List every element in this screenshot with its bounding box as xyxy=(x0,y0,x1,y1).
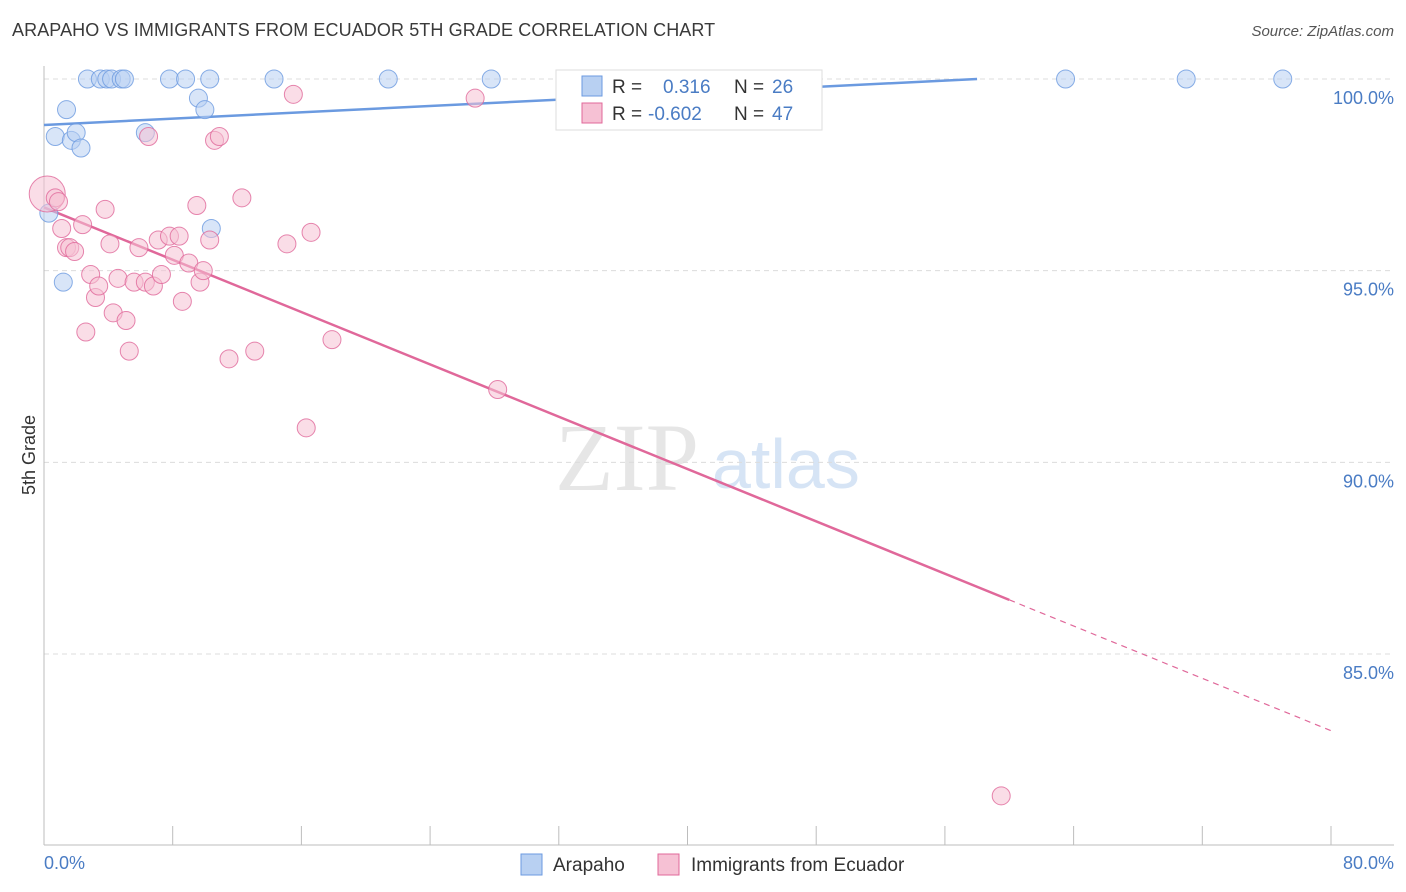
arapaho-point xyxy=(1056,69,1076,89)
y-tick-label: 95.0% xyxy=(1343,280,1394,300)
ecuador-point xyxy=(100,234,120,254)
ecuador-point xyxy=(283,84,303,104)
ecuador-point xyxy=(119,341,139,361)
ecuador-point xyxy=(193,261,213,281)
y-tick-label: 85.0% xyxy=(1343,663,1394,683)
ecuador-point xyxy=(322,330,342,350)
chart-source: Source: ZipAtlas.com xyxy=(1251,23,1394,40)
ecuador-point xyxy=(139,127,159,146)
watermark-zip: ZIP xyxy=(555,404,699,511)
arapaho-point xyxy=(176,69,196,89)
legend-r-label-arapaho: R = xyxy=(612,77,642,98)
ecuador-point xyxy=(296,418,316,438)
legend-swatch-arapaho xyxy=(581,75,603,97)
legend-n-value-arapaho: 26 xyxy=(772,77,793,98)
ecuador-point xyxy=(169,226,189,246)
ecuador-point xyxy=(301,222,321,242)
ecuador-point xyxy=(48,192,68,212)
ecuador-point xyxy=(52,219,72,238)
correlation-legend: R = 0.316 N = 26 R = -0.602 N = 47 xyxy=(555,69,823,131)
ecuador-point xyxy=(73,215,93,235)
ecuador-point xyxy=(129,238,149,258)
y-tick-label: 90.0% xyxy=(1343,471,1394,491)
gridlines xyxy=(44,78,1394,655)
legend-r-label-ecuador: R = xyxy=(612,104,642,125)
ecuador-point xyxy=(991,786,1011,806)
arapaho-point xyxy=(114,69,134,89)
legend-r-value-ecuador: -0.602 xyxy=(648,104,702,125)
ecuador-point xyxy=(76,322,96,342)
ecuador-point xyxy=(245,341,265,361)
ecuador-point xyxy=(209,127,229,146)
data-points xyxy=(28,69,1293,806)
chart-title: ARAPAHO VS IMMIGRANTS FROM ECUADOR 5TH G… xyxy=(12,20,716,40)
watermark-atlas: atlas xyxy=(712,425,860,503)
y-tick-labels: 85.0% 90.0% 95.0% 100.0% xyxy=(1333,88,1394,683)
arapaho-point xyxy=(481,69,501,89)
arapaho-point xyxy=(71,138,91,158)
ecuador-point xyxy=(200,230,220,250)
bottom-legend-label-ecuador: Immigrants from Ecuador xyxy=(691,855,905,876)
y-tick-label: 100.0% xyxy=(1333,88,1394,108)
ecuador-point xyxy=(89,276,109,296)
bottom-legend-swatch-ecuador xyxy=(657,853,680,876)
arapaho-point xyxy=(200,69,220,89)
arapaho-point xyxy=(378,69,398,89)
arapaho-point xyxy=(1273,69,1293,89)
series-legend: Arapaho Immigrants from Ecuador xyxy=(520,853,905,876)
arapaho-point xyxy=(57,100,77,120)
arapaho-point xyxy=(45,127,65,146)
ecuador-point xyxy=(219,349,239,369)
ecuador-point xyxy=(108,268,128,288)
axes xyxy=(43,66,1394,846)
trend-line-extension-ecuador xyxy=(1009,599,1332,732)
ecuador-point xyxy=(65,242,85,261)
arapaho-point xyxy=(195,100,215,120)
ecuador-point xyxy=(95,199,115,219)
ecuador-point xyxy=(187,196,207,215)
ecuador-point xyxy=(116,311,136,330)
x-tick-label-min: 0.0% xyxy=(44,853,85,873)
legend-swatch-ecuador xyxy=(581,102,603,124)
arapaho-point xyxy=(53,272,73,292)
ecuador-point xyxy=(232,188,252,208)
ecuador-point xyxy=(172,291,192,311)
ecuador-point xyxy=(277,234,297,254)
bottom-legend-swatch-arapaho xyxy=(520,853,543,876)
y-axis-label: 5th Grade xyxy=(19,415,39,495)
legend-n-label-arapaho: N = xyxy=(734,77,764,98)
arapaho-point xyxy=(1176,69,1196,89)
legend-n-value-ecuador: 47 xyxy=(772,104,793,125)
ecuador-point xyxy=(488,380,508,399)
legend-n-label-ecuador: N = xyxy=(734,104,764,125)
ecuador-point xyxy=(465,88,485,108)
arapaho-point xyxy=(159,69,179,89)
legend-r-value-arapaho: 0.316 xyxy=(663,77,711,98)
arapaho-point xyxy=(264,69,284,89)
ecuador-point xyxy=(151,265,171,284)
bottom-legend-label-arapaho: Arapaho xyxy=(553,855,625,876)
x-tick-label-max: 80.0% xyxy=(1343,853,1394,873)
